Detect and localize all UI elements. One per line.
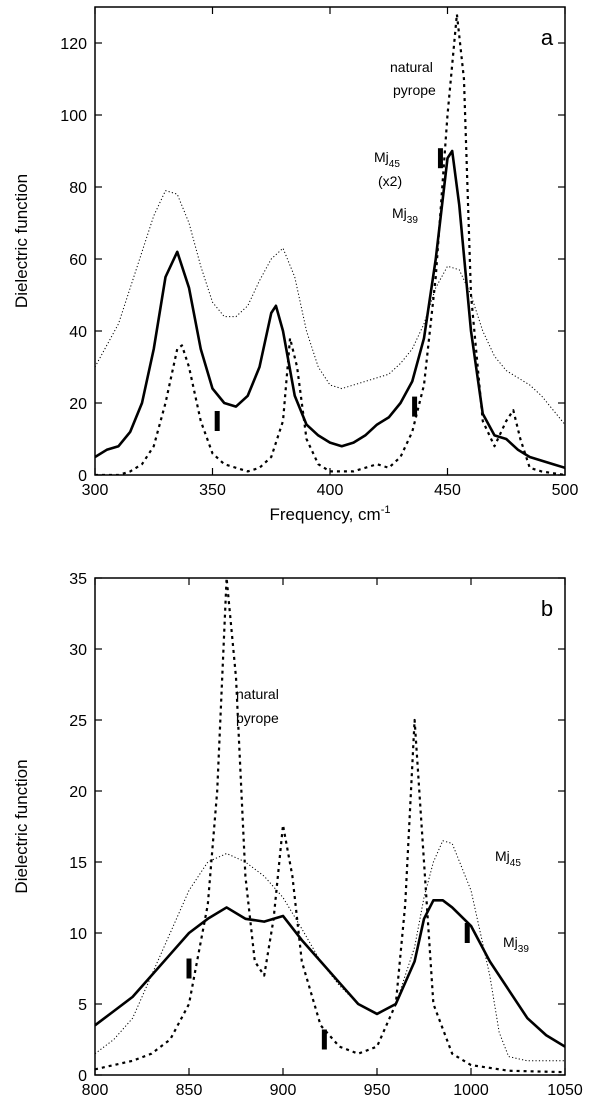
annotation-sub: 45 <box>510 858 522 869</box>
series-line <box>95 190 565 425</box>
x-tick-label: 300 <box>82 482 109 499</box>
annotation-text: natural <box>236 686 279 702</box>
y-tick-label: 35 <box>69 571 87 588</box>
annotation: Mj39 <box>503 934 529 955</box>
x-tick-label: 400 <box>317 482 344 499</box>
y-tick-label: 25 <box>69 713 87 730</box>
y-tick-label: 80 <box>69 180 87 197</box>
annotation-sub: 45 <box>389 159 401 170</box>
annotation: natural <box>236 686 279 702</box>
y-tick-label: 15 <box>69 855 87 872</box>
series-line <box>95 13 565 475</box>
annotation-text: Mj <box>374 149 389 165</box>
series-line <box>95 899 565 1048</box>
panel: 0 20 40 60 80 100 120 300 350 400 450 500 a Dielectri… <box>12 6 579 524</box>
y-tick-label: 5 <box>78 997 87 1014</box>
panel: 0 5 10 15 20 25 30 35 800 850 900 950 1000 1050 b Diele… <box>12 571 583 1105</box>
panel-label: a <box>541 25 554 50</box>
y-tick-label: 20 <box>69 784 87 801</box>
annotation-text: Mj <box>392 205 407 221</box>
x-tick-label: 800 <box>82 1082 109 1099</box>
y-axis-title: Dielectric function <box>12 174 31 308</box>
plot-frame <box>94 6 566 476</box>
mode-marker <box>186 958 192 979</box>
x-tick-label: 350 <box>199 482 226 499</box>
annotation-text: Mj <box>503 934 518 950</box>
mode-marker <box>214 411 220 431</box>
annotation-sub: 39 <box>518 944 530 955</box>
series-line <box>95 578 565 1074</box>
mode-marker <box>412 396 418 417</box>
y-tick-label: 0 <box>78 1068 87 1085</box>
annotation-text: Mj <box>495 848 510 864</box>
plot-area <box>95 13 565 475</box>
series-line <box>95 840 565 1062</box>
x-tick-label: 500 <box>552 482 579 499</box>
y-tick-label: 10 <box>69 926 87 943</box>
plot-frame <box>94 577 566 1076</box>
x-tick-label: 850 <box>176 1082 203 1099</box>
mode-marker <box>437 148 443 169</box>
y-tick-label: 40 <box>69 324 87 341</box>
y-tick-label: 20 <box>69 396 87 413</box>
mode-marker <box>321 1029 327 1050</box>
x-axis-title: Frequency, cm-1 <box>270 504 391 524</box>
plot-area <box>95 578 565 1074</box>
annotation: Mj45 <box>374 149 400 170</box>
annotation: Mj45 <box>495 848 521 869</box>
mode-marker <box>464 923 470 943</box>
annotation-text: pyrope <box>393 82 436 98</box>
y-tick-label: 60 <box>69 252 87 269</box>
annotation: (x2) <box>378 173 402 189</box>
y-tick-label: 0 <box>78 468 87 485</box>
annotation-text: natural <box>390 59 433 75</box>
y-tick-label: 100 <box>60 108 87 125</box>
x-tick-label: 1000 <box>453 1082 489 1099</box>
annotation-sub: 39 <box>407 215 419 226</box>
y-tick-label: 30 <box>69 642 87 659</box>
x-tick-label: 1050 <box>547 1082 583 1099</box>
annotation: pyrope <box>236 710 279 726</box>
series-line <box>95 149 565 470</box>
y-tick-label: 120 <box>60 36 87 53</box>
annotation: Mj39 <box>392 205 418 226</box>
annotation-text: pyrope <box>236 710 279 726</box>
x-tick-label: 950 <box>364 1082 391 1099</box>
annotation: natural <box>390 59 433 75</box>
x-axis-title-sup: -1 <box>381 504 391 516</box>
y-axis-title: Dielectric function <box>12 759 31 893</box>
x-axis-title-text: Frequency, cm <box>270 505 381 524</box>
panel-label: b <box>541 596 553 621</box>
annotation: pyrope <box>393 82 436 98</box>
x-tick-label: 900 <box>270 1082 297 1099</box>
x-tick-label: 450 <box>434 482 461 499</box>
annotation-text: (x2) <box>378 173 402 189</box>
